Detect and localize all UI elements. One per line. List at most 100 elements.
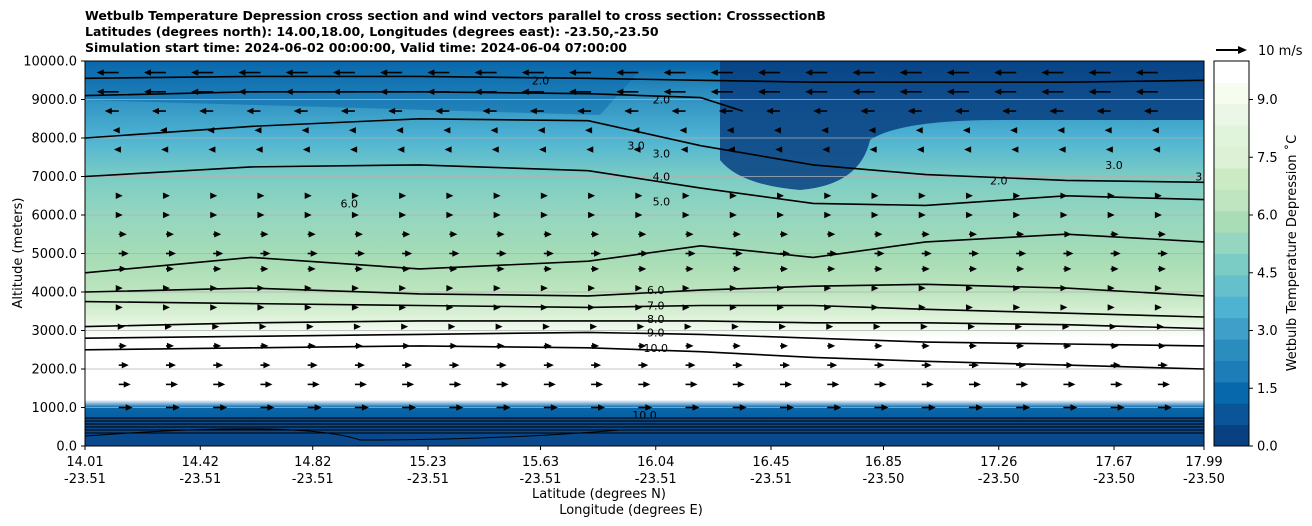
wind-arrow (449, 342, 458, 350)
wind-arrow (351, 304, 359, 311)
wind-arrow (680, 146, 688, 153)
wind-arrow (682, 211, 690, 219)
colorbar-tick-label: 3.0 (1257, 324, 1278, 339)
wind-arrow (731, 323, 739, 330)
wind-arrow (918, 192, 926, 199)
wind-arrow (588, 304, 596, 311)
wind-arrow (663, 88, 686, 95)
wind-arrow (496, 381, 509, 388)
y-tick-label: 8000.0 (32, 132, 78, 147)
wind-arrow (165, 265, 174, 273)
wind-arrow (543, 404, 558, 411)
x-tick-label-lon: -23.51 (292, 472, 334, 487)
wind-arrow (354, 361, 365, 369)
wind-arrow (780, 381, 793, 388)
x-axis-label-latitude: Latitude (degrees N) (532, 487, 666, 502)
contour-label: 10.0 (643, 342, 668, 355)
wind-arrow (685, 381, 698, 388)
wind-arrow (351, 192, 359, 199)
wind-arrow (354, 342, 363, 350)
wind-arrow (543, 381, 556, 388)
wind-arrow (354, 250, 365, 257)
wind-arrow (635, 211, 643, 219)
x-tick-label-lon: -23.51 (179, 472, 221, 487)
wind-arrow (1143, 107, 1158, 115)
wind-arrow (444, 146, 452, 153)
wind-arrow (1088, 69, 1111, 76)
wind-arrow (682, 192, 690, 199)
wind-arrow (307, 250, 318, 257)
wind-arrow (304, 211, 312, 219)
x-tick-label-lon: -23.51 (407, 472, 449, 487)
x-tick-label-lon: -23.51 (520, 472, 562, 487)
colorbar-swatch (1214, 82, 1249, 105)
y-tick-label: 9000.0 (32, 93, 78, 108)
wind-arrow (671, 107, 686, 115)
wind-arrow (212, 323, 220, 330)
colorbar-swatch (1214, 125, 1249, 148)
wind-arrow (210, 304, 218, 311)
wind-arrow (1110, 250, 1121, 257)
wind-arrow (446, 304, 454, 311)
wind-arrow (449, 404, 464, 411)
wind-arrow (543, 250, 554, 257)
wind-arrow (159, 127, 167, 134)
wind-arrow (301, 127, 309, 134)
wind-arrow (946, 69, 969, 76)
wind-arrow (332, 69, 355, 76)
wind-arrow (397, 146, 405, 153)
wind-arrow (118, 231, 127, 238)
wind-arrow (1015, 323, 1023, 330)
wind-arrow (965, 211, 973, 219)
x-tick-label-lon: -23.51 (635, 472, 677, 487)
wind-arrow (213, 361, 224, 369)
wind-arrow (396, 127, 404, 134)
wind-arrow (1107, 304, 1115, 311)
wind-arrow (210, 192, 218, 199)
contour-2.0 (85, 91, 744, 112)
colorbar-swatch (1214, 253, 1249, 276)
wind-arrow (213, 250, 224, 257)
wind-arrow (869, 146, 877, 153)
x-tick-label-lat: 15.63 (522, 455, 559, 470)
wind-arrow (354, 381, 367, 388)
wind-arrow (780, 361, 791, 369)
wind-arrow (899, 69, 922, 76)
wind-arrow (1110, 231, 1119, 238)
wind-arrow (591, 265, 600, 273)
wind-arrow (162, 304, 170, 311)
wind-arrow (1058, 146, 1066, 153)
wind-arrow (921, 250, 932, 257)
x-tick-label-lat: 14.82 (294, 455, 331, 470)
wind-arrow (590, 323, 598, 330)
wind-arrow (874, 250, 885, 257)
y-tick-label: 0.0 (56, 440, 77, 455)
wind-arrow (968, 265, 977, 273)
wind-arrow (616, 88, 639, 95)
wind-arrow (210, 284, 218, 292)
wind-arrow (208, 146, 216, 153)
wind-arrow (399, 284, 407, 292)
contour-4.0 (85, 164, 1204, 207)
wind-arrow (968, 231, 977, 238)
wind-arrow (682, 304, 690, 311)
wind-arrow (1088, 88, 1111, 95)
wind-arrow (162, 211, 170, 219)
wind-arrow (491, 146, 499, 153)
x-tick-label-lat: 16.45 (752, 455, 789, 470)
wind-arrow (435, 107, 450, 115)
wind-arrow (827, 361, 838, 369)
wind-arrow (307, 342, 316, 350)
wind-arrow (115, 304, 123, 311)
wind-arrow (921, 231, 930, 238)
wind-arrow (871, 284, 879, 292)
wind-arrow (588, 284, 596, 292)
wind-arrow (474, 88, 497, 95)
wind-arrow (1016, 265, 1025, 273)
wind-arrow (1013, 192, 1021, 199)
wind-arrow (115, 211, 123, 219)
dry-region-upper-right (720, 61, 1204, 190)
wind-arrow (1107, 211, 1115, 219)
wind-arrow (165, 381, 178, 388)
wind-arrow (1060, 304, 1068, 311)
